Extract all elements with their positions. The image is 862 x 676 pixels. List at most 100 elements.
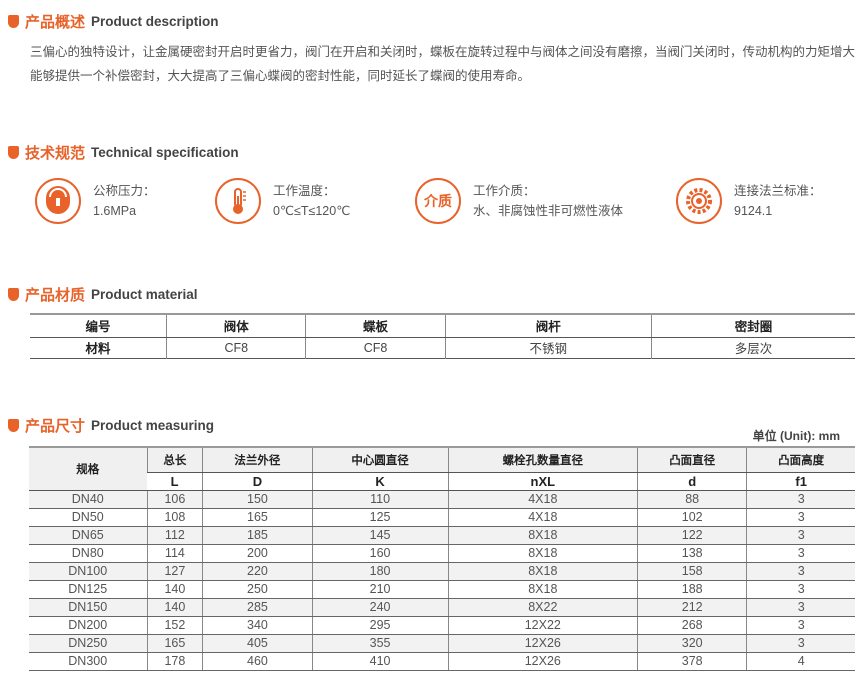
table-cell: 127 xyxy=(146,562,203,581)
table-cell: 4X18 xyxy=(447,490,638,509)
table-cell: 12X26 xyxy=(447,652,638,671)
medium-icon: 介质 xyxy=(415,178,461,224)
table-cell: 340 xyxy=(202,616,313,635)
table-cell: 200 xyxy=(202,544,313,563)
table-cell: 3 xyxy=(746,634,855,653)
table-cell: 140 xyxy=(146,580,203,599)
shield-icon xyxy=(8,419,19,432)
table-cell: 8X22 xyxy=(447,598,638,617)
spec-medium: 介质 工作介质： 水、非腐蚀性非可燃性液体 xyxy=(415,178,623,224)
measuring-header: 螺栓孔数量直径 xyxy=(447,447,638,473)
table-cell: DN150 xyxy=(29,598,147,617)
table-row: DN300 178 460 410 12X26 378 4 xyxy=(29,652,855,671)
measuring-symbol: K xyxy=(311,472,449,491)
table-cell: 295 xyxy=(311,616,449,635)
table-cell: DN200 xyxy=(29,616,147,635)
measuring-header: 凸面高度 xyxy=(746,447,855,473)
table-cell: 138 xyxy=(637,544,747,563)
thermometer-icon xyxy=(215,178,261,224)
measuring-header: 总长 xyxy=(146,447,203,473)
table-cell: 122 xyxy=(637,526,747,545)
table-row: DN125 140 250 210 8X18 188 3 xyxy=(29,580,855,599)
table-cell: 250 xyxy=(202,580,313,599)
table-cell: 3 xyxy=(746,526,855,545)
table-cell: 110 xyxy=(311,490,449,509)
table-cell: 102 xyxy=(637,508,747,527)
table-cell: 212 xyxy=(637,598,747,617)
table-cell: 125 xyxy=(311,508,449,527)
table-row: DN65 112 185 145 8X18 122 3 xyxy=(29,526,855,545)
table-cell: 268 xyxy=(637,616,747,635)
measuring-symbol: f1 xyxy=(746,472,855,491)
table-cell: 460 xyxy=(202,652,313,671)
spec-pressure: 公称压力： 1.6MPa xyxy=(35,178,156,224)
table-cell: 188 xyxy=(637,580,747,599)
material-header: 密封圈 xyxy=(650,314,855,338)
table-row: DN50 108 165 125 4X18 102 3 xyxy=(29,508,855,527)
table-cell: 378 xyxy=(637,652,747,671)
shield-icon xyxy=(8,15,19,28)
description-text: 三偏心的独特设计，让金属硬密封开启时更省力，阀门在开启和关闭时，蝶板在旋转过程中… xyxy=(30,45,856,83)
section-title-technical: 技术规范 Technical specification xyxy=(8,142,239,163)
table-cell: DN80 xyxy=(29,544,147,563)
table-cell: 3 xyxy=(746,490,855,509)
table-cell: 3 xyxy=(746,580,855,599)
table-cell: DN65 xyxy=(29,526,147,545)
table-cell: 12X22 xyxy=(447,616,638,635)
table-cell: 8X18 xyxy=(447,526,638,545)
section-title-material: 产品材质 Product material xyxy=(8,284,198,305)
table-cell: 3 xyxy=(746,562,855,581)
material-cell: 多层次 xyxy=(650,337,855,358)
material-cell: CF8 xyxy=(305,337,446,358)
table-row: DN200 152 340 295 12X22 268 3 xyxy=(29,616,855,635)
table-row: DN150 140 285 240 8X22 212 3 xyxy=(29,598,855,617)
table-cell: 220 xyxy=(202,562,313,581)
table-cell: 240 xyxy=(311,598,449,617)
spec-flange-standard: 连接法兰标准： 9124.1 xyxy=(676,178,822,224)
measuring-symbol: D xyxy=(202,472,313,491)
material-cell: 材料 xyxy=(85,342,111,356)
spec-temperature: 工作温度： 0℃≤T≤120℃ xyxy=(215,178,350,224)
table-cell: 106 xyxy=(146,490,203,509)
table-row: DN80 114 200 160 8X18 138 3 xyxy=(29,544,855,563)
measuring-symbol: L xyxy=(147,472,203,491)
table-cell: DN250 xyxy=(29,634,147,653)
table-cell: 108 xyxy=(146,508,203,527)
measuring-header: 法兰外径 xyxy=(202,447,313,473)
table-cell: 114 xyxy=(146,544,203,563)
table-cell: 4X18 xyxy=(447,508,638,527)
table-row: DN250 165 405 355 12X26 320 3 xyxy=(29,634,855,653)
table-cell: 178 xyxy=(146,652,203,671)
material-header: 编号 xyxy=(30,314,167,338)
table-cell: 3 xyxy=(746,544,855,563)
table-cell: 165 xyxy=(202,508,313,527)
table-cell: 210 xyxy=(311,580,449,599)
table-cell: DN40 xyxy=(29,490,147,509)
table-cell: DN100 xyxy=(29,562,147,581)
table-cell: 158 xyxy=(637,562,747,581)
table-cell: DN50 xyxy=(29,508,147,527)
table-cell: 185 xyxy=(202,526,313,545)
material-header: 蝶板 xyxy=(305,314,446,338)
table-cell: 4 xyxy=(746,652,855,671)
table-cell: DN300 xyxy=(29,652,147,671)
table-cell: 145 xyxy=(311,526,449,545)
table-cell: 165 xyxy=(146,634,203,653)
table-cell: 405 xyxy=(202,634,313,653)
material-header: 阀杆 xyxy=(444,314,652,338)
table-cell: 140 xyxy=(146,598,203,617)
table-cell: 410 xyxy=(311,652,449,671)
table-cell: 12X26 xyxy=(447,634,638,653)
measuring-header: 凸面直径 xyxy=(637,447,747,473)
table-cell: 152 xyxy=(146,616,203,635)
table-cell: DN125 xyxy=(29,580,147,599)
measuring-symbol: nXL xyxy=(447,472,638,491)
table-cell: 285 xyxy=(202,598,313,617)
table-cell: 150 xyxy=(202,490,313,509)
table-cell: 3 xyxy=(746,598,855,617)
table-cell: 3 xyxy=(746,508,855,527)
table-row: DN40 106 150 110 4X18 88 3 xyxy=(29,490,855,509)
material-cell: 不锈钢 xyxy=(444,337,652,358)
table-cell: 8X18 xyxy=(447,580,638,599)
table-cell: 320 xyxy=(637,634,747,653)
